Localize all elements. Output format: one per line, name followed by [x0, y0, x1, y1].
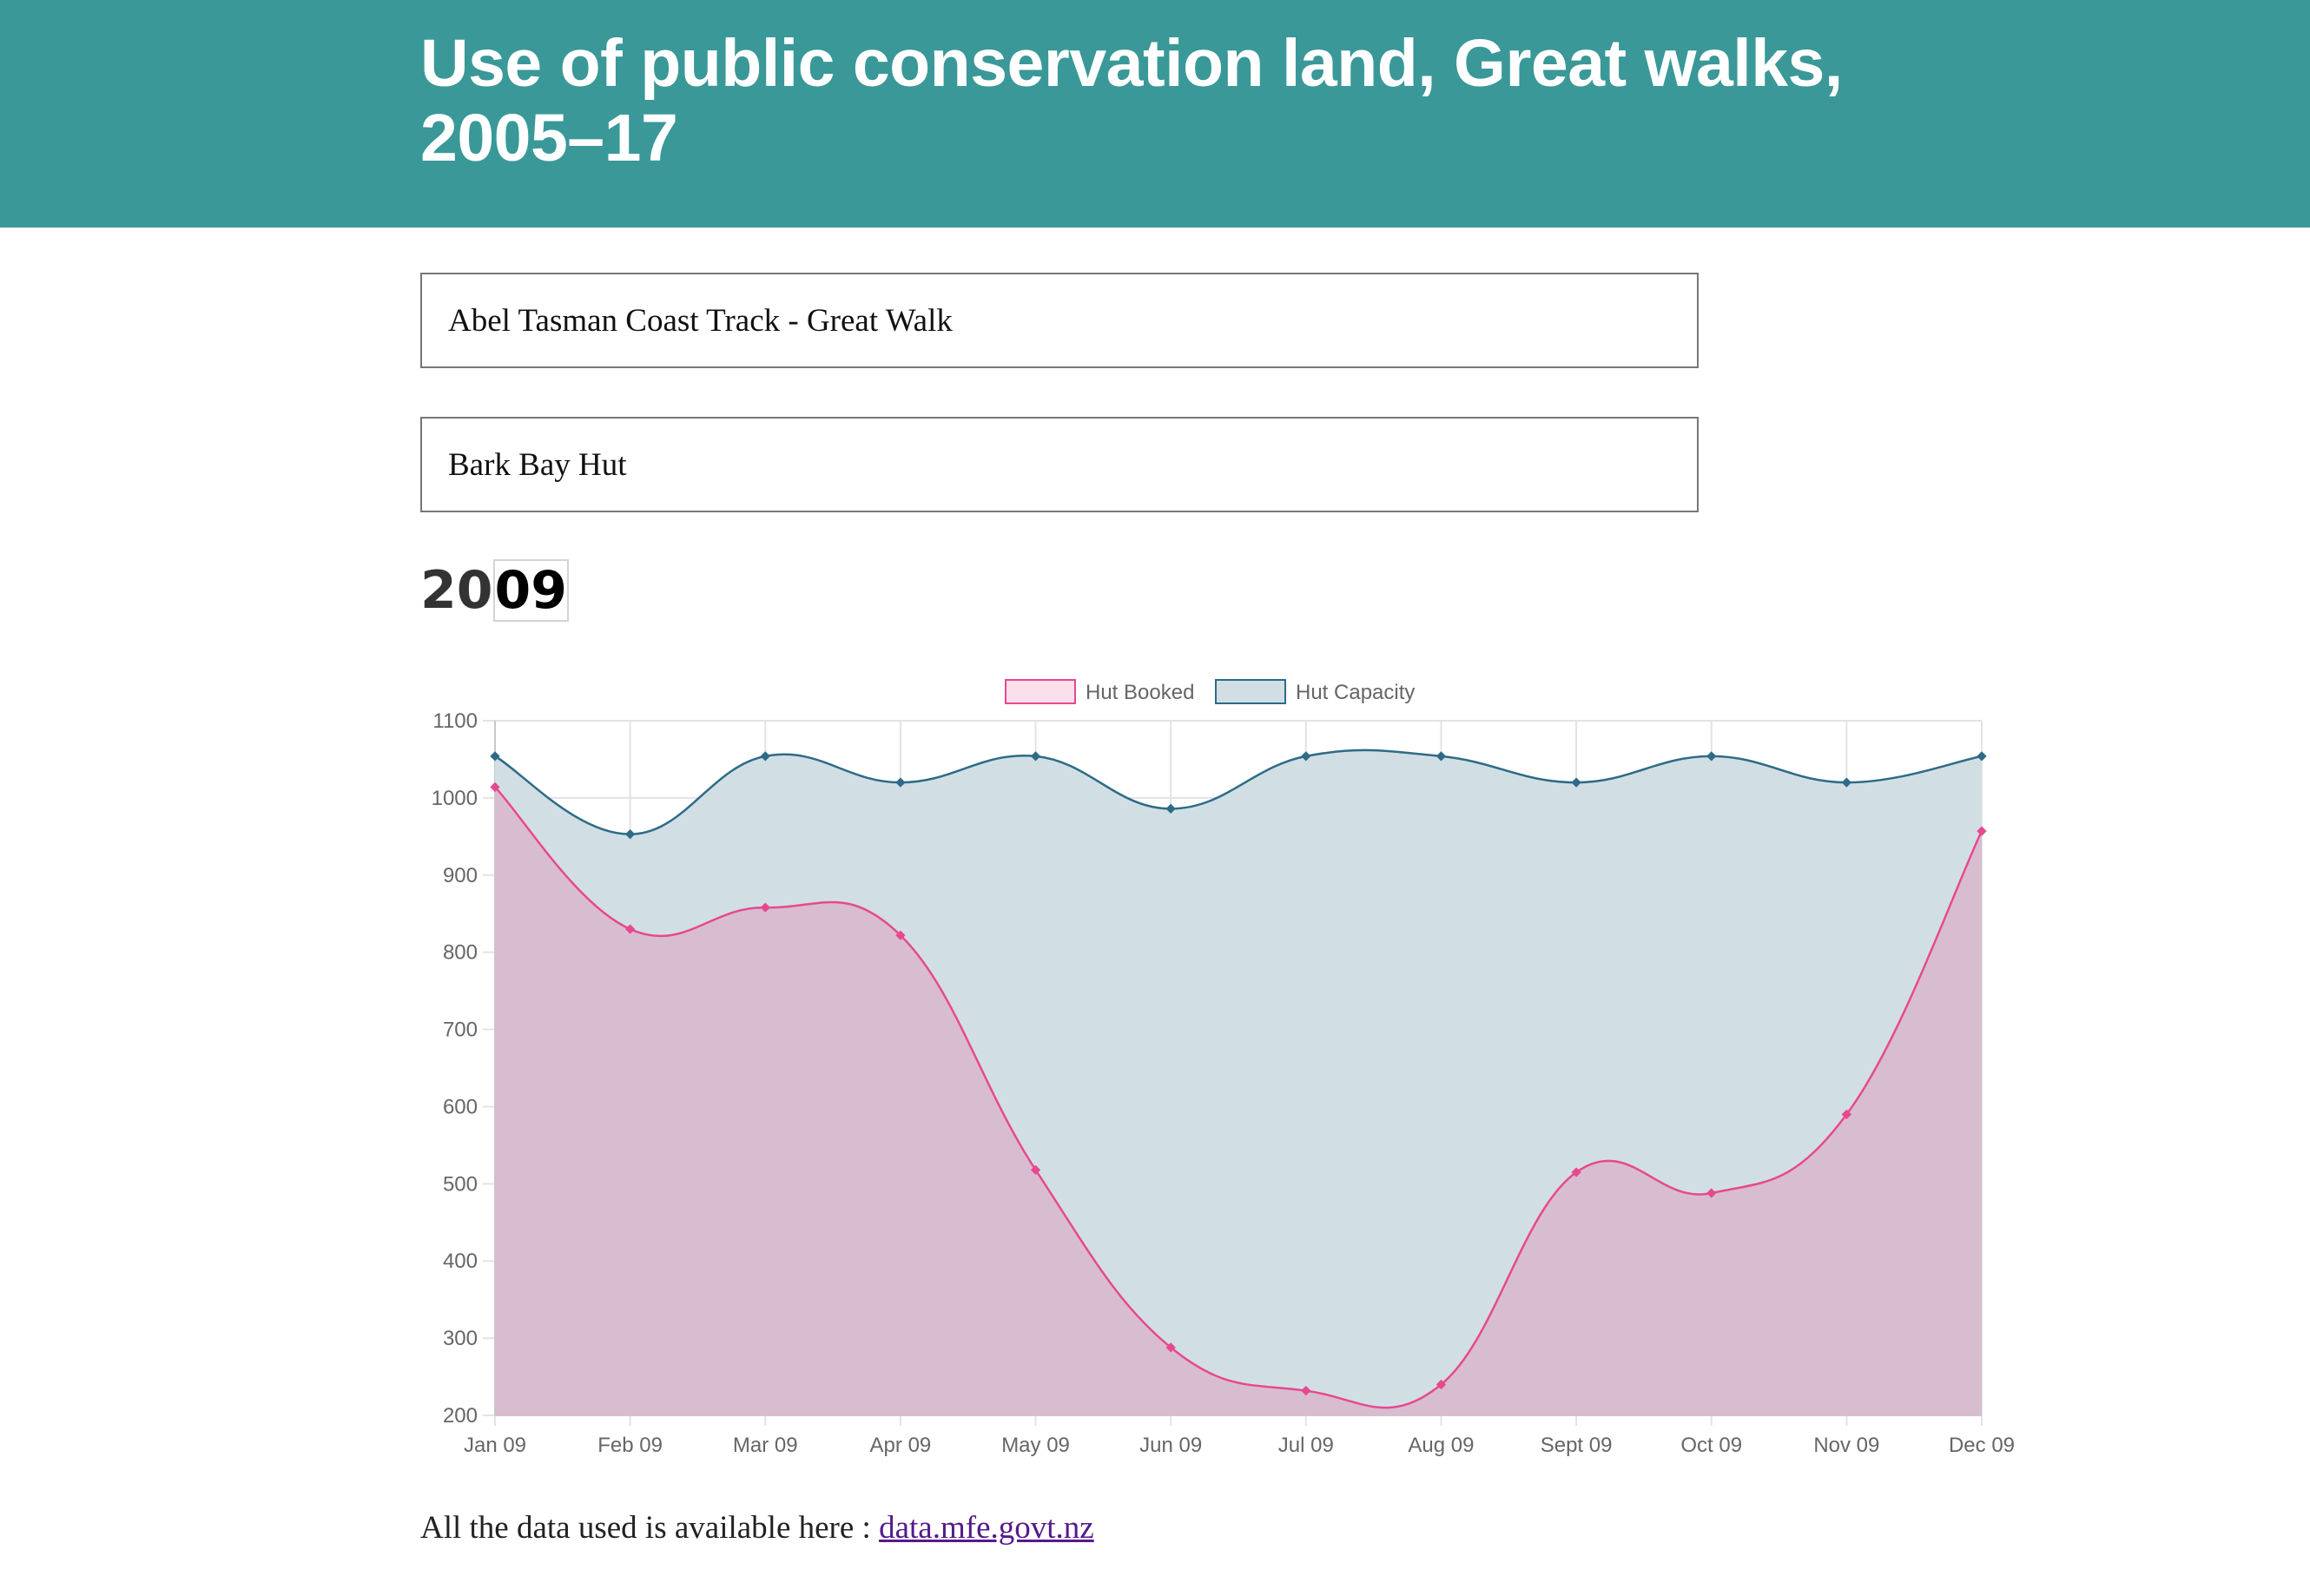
y-tick-label: 1100	[432, 709, 478, 733]
hut-capacity-point	[1977, 751, 1987, 762]
hut-select-value: Bark Bay Hut	[448, 446, 627, 483]
chart-areas	[495, 749, 1982, 1415]
x-tick-label: Apr 09	[870, 1434, 932, 1457]
x-tick-label: Jun 09	[1139, 1434, 1202, 1457]
x-tick-label: Dec 09	[1949, 1434, 2015, 1457]
y-tick-label: 600	[443, 1095, 478, 1118]
hut-capacity-point	[1841, 777, 1852, 788]
hut-capacity-point	[1436, 751, 1447, 762]
hut-booked-point	[895, 930, 906, 940]
y-tick-label: 200	[443, 1404, 478, 1428]
y-tick-label: 300	[443, 1327, 478, 1350]
x-tick-label: Nov 09	[1813, 1434, 1879, 1457]
data-source-note: All the data used is available here : da…	[420, 1509, 1094, 1547]
x-axis-ticks: Jan 09 Feb 09 Mar 09 Apr 09 May 09 Jun 09 Jul …	[464, 1434, 2015, 1457]
hut-booked-point	[1030, 1164, 1041, 1175]
track-select-value: Abel Tasman Coast Track - Great Walk	[448, 302, 953, 339]
x-tick-label: Feb 09	[597, 1434, 663, 1457]
hut-booked-point	[1165, 1342, 1176, 1353]
legend-swatch	[1215, 679, 1286, 704]
y-axis-ticks: 1100 1000 900 800 700 600 500 400 300 200	[432, 709, 478, 1428]
x-tick-label: Jul 09	[1278, 1434, 1334, 1457]
data-source-link[interactable]: data.mfe.govt.nz	[879, 1510, 1094, 1546]
hut-booked-point	[1706, 1188, 1717, 1198]
hut-booked-point	[1301, 1385, 1311, 1396]
chart-points	[490, 751, 1987, 1396]
hut-capacity-point	[895, 777, 906, 788]
hut-booked-area	[495, 787, 1982, 1415]
chart-legend: Hut Booked Hut Capacity	[1005, 679, 1415, 704]
x-tick-label: Sept 09	[1541, 1434, 1613, 1457]
y-tick-label: 500	[443, 1172, 478, 1196]
hut-booked-point	[1571, 1167, 1581, 1177]
hut-capacity-point	[1571, 777, 1581, 788]
y-tick-label: 400	[443, 1250, 478, 1273]
year-input[interactable]: 09	[492, 559, 569, 622]
hut-select[interactable]: Bark Bay Hut	[420, 417, 1699, 512]
legend-label: Hut Capacity	[1296, 681, 1415, 704]
hut-booked-point	[624, 924, 636, 934]
track-select[interactable]: Abel Tasman Coast Track - Great Walk	[420, 273, 1699, 368]
y-tick-label: 1000	[432, 787, 478, 810]
data-source-text: All the data used is available here :	[420, 1510, 880, 1546]
hut-booked-point	[1977, 826, 1987, 836]
hut-booked-point	[1841, 1109, 1852, 1119]
hut-capacity-point	[1165, 803, 1176, 814]
x-tick-label: Mar 09	[733, 1434, 798, 1457]
legend-label: Hut Booked	[1086, 681, 1194, 704]
legend-swatch	[1005, 679, 1076, 704]
year-prefix: 20	[420, 560, 493, 621]
hut-booked-point	[760, 902, 770, 913]
hut-capacity-point	[1706, 751, 1717, 762]
hut-capacity-point	[624, 829, 636, 840]
hut-capacity-point	[1301, 751, 1311, 762]
y-tick-label: 800	[443, 941, 478, 965]
hut-capacity-point	[760, 751, 770, 762]
x-tick-label: Jan 09	[464, 1434, 526, 1457]
x-tick-label: May 09	[1001, 1434, 1070, 1457]
hut-booked-point	[1436, 1379, 1447, 1390]
x-tick-label: Aug 09	[1408, 1434, 1474, 1457]
page-title: Use of public conservation land, Great w…	[420, 26, 1843, 175]
hut-booked-point	[490, 782, 500, 793]
page-header: Use of public conservation land, Great w…	[0, 0, 2310, 228]
y-tick-label: 900	[443, 864, 478, 887]
x-tick-label: Oct 09	[1680, 1434, 1742, 1457]
year-heading: 2009	[420, 559, 569, 622]
hut-capacity-point	[1030, 751, 1041, 762]
y-tick-label: 700	[443, 1019, 478, 1042]
hut-capacity-point	[490, 751, 500, 762]
